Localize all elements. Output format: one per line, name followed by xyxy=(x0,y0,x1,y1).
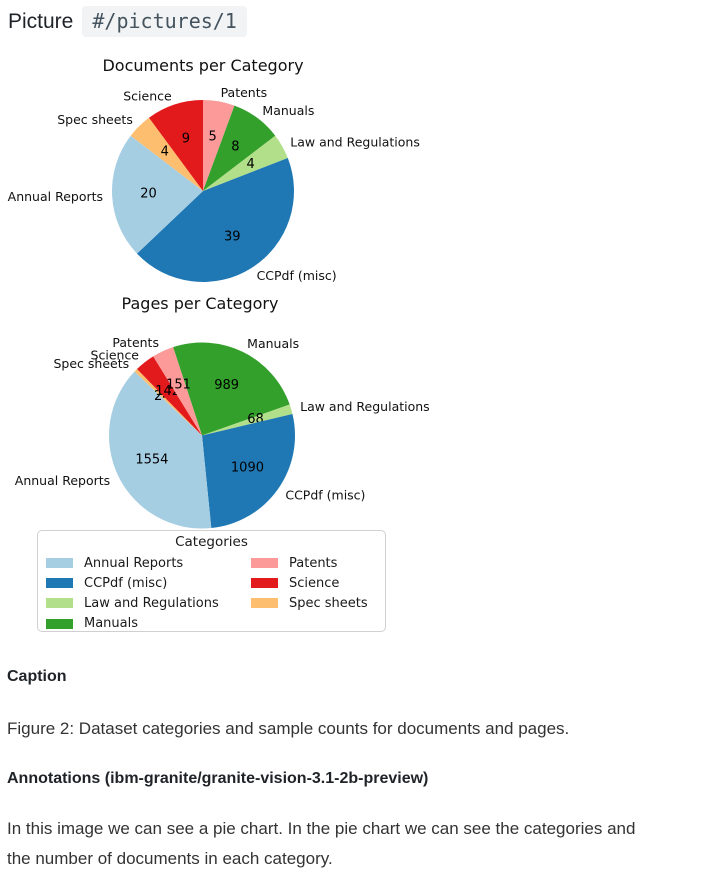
pie-value-patents: 151 xyxy=(166,377,191,392)
picture-path-chip: #/pictures/1 xyxy=(82,6,247,37)
pie-label-manuals: Manuals xyxy=(262,103,314,118)
pie-value-manuals: 8 xyxy=(231,140,239,155)
legend-item-science: Science xyxy=(251,573,385,593)
pie-label-law-and-regulations: Law and Regulations xyxy=(300,399,430,414)
legend-label-spec-sheets: Spec sheets xyxy=(289,595,368,611)
legend-label-annual-reports: Annual Reports xyxy=(84,555,184,571)
pie-wedge-spec-sheets xyxy=(130,117,203,191)
legend-column: Annual Reports CCPdf (misc) Law and Regula… xyxy=(46,553,251,634)
pie-wedge-science xyxy=(148,100,203,191)
legend-swatch-spec-sheets xyxy=(251,598,278,609)
legend-label-science: Science xyxy=(289,575,340,591)
pie-value-ccpdf-misc: 39 xyxy=(224,230,241,245)
pie-label-annual-reports: Annual Reports xyxy=(15,473,110,488)
legend-swatch-patents xyxy=(251,558,278,569)
caption-text: Figure 2: Dataset categories and sample … xyxy=(7,719,570,738)
pie-value-manuals: 989 xyxy=(214,378,239,393)
pie-wedge-law-and-regulations xyxy=(202,404,293,436)
pie-wedge-ccpdf-misc xyxy=(202,413,295,529)
pie-value-annual-reports: 20 xyxy=(140,186,157,201)
pie-label-law-and-regulations: Law and Regulations xyxy=(290,134,420,149)
legend-item-annual-reports: Annual Reports xyxy=(46,553,251,573)
legend-item-ccpdf-misc: CCPdf (misc) xyxy=(46,573,251,593)
pie-value-science: 9 xyxy=(182,132,190,147)
pie-label-spec-sheets: Spec sheets xyxy=(53,356,129,371)
page-header: Picture #/pictures/1 xyxy=(8,6,247,37)
page-title: Picture xyxy=(8,9,74,33)
pie-label-patents: Patents xyxy=(112,335,159,350)
legend-column: Patents Science Spec sheets xyxy=(251,553,385,634)
legend-label-manuals: Manuals xyxy=(84,616,139,632)
legend-swatch-manuals xyxy=(46,618,73,629)
pie-label-manuals: Manuals xyxy=(247,336,299,351)
legend-title: Categories xyxy=(175,534,248,550)
pie-label-patents: Patents xyxy=(221,85,268,100)
pie-label-spec-sheets: Spec sheets xyxy=(57,112,133,127)
pie-wedge-manuals xyxy=(203,105,276,191)
pie-wedge-spec-sheets xyxy=(134,368,202,436)
pie-value-patents: 5 xyxy=(208,130,216,145)
legend-swatch-law-and-regulations xyxy=(46,598,73,609)
pie-label-ccpdf-misc: CCPdf (misc) xyxy=(285,487,365,502)
documents-chart-title: Documents per Category xyxy=(102,56,304,75)
pie-label-annual-reports: Annual Reports xyxy=(8,189,103,204)
pie-wedge-science xyxy=(136,356,202,436)
pie-label-science: Science xyxy=(91,347,140,362)
documents-pie-chart: 5 Patents 8 Manuals 4 Law and Regulations 39 CC… xyxy=(8,85,420,283)
pie-wedge-law-and-regulations xyxy=(203,135,288,191)
chart-legend: Categories Annual Reports CCPdf (misc) Law… xyxy=(37,530,386,632)
legend-item-law-and-regulations: Law and Regulations xyxy=(46,593,251,613)
legend-label-ccpdf-misc: CCPdf (misc) xyxy=(84,575,168,591)
legend-swatch-annual-reports xyxy=(46,558,73,569)
pie-value-spec-sheets: 4 xyxy=(161,145,169,160)
legend-item-patents: Patents xyxy=(251,553,385,573)
legend-swatch-ccpdf-misc xyxy=(46,578,73,589)
pie-wedge-patents xyxy=(153,347,202,436)
legend-item-manuals: Manuals xyxy=(46,614,251,634)
legend-item-spec-sheets: Spec sheets xyxy=(251,593,385,613)
legend-columns: Annual Reports CCPdf (misc) Law and Regula… xyxy=(38,553,385,634)
pie-wedge-ccpdf-misc xyxy=(136,158,294,283)
legend-swatch-science xyxy=(251,578,278,589)
annotation-text-line-2: the number of documents in each category… xyxy=(7,849,333,868)
annotation-text-line-1: In this image we can see a pie chart. In… xyxy=(7,819,636,838)
legend-label-patents: Patents xyxy=(289,555,338,571)
pie-value-ccpdf-misc: 1090 xyxy=(231,460,264,475)
pie-value-annual-reports: 1554 xyxy=(135,453,168,468)
pie-wedge-annual-reports xyxy=(109,371,212,529)
legend-label-law-and-regulations: Law and Regulations xyxy=(84,595,219,611)
pie-wedge-manuals xyxy=(173,342,290,436)
pie-wedge-annual-reports xyxy=(111,135,203,254)
pages-chart-title: Pages per Category xyxy=(121,294,279,313)
annotations-heading: Annotations (ibm-granite/granite-vision-… xyxy=(7,770,429,787)
pie-value-law-and-regulations: 4 xyxy=(246,157,254,172)
caption-heading: Caption xyxy=(7,668,67,685)
pie-wedge-patents xyxy=(203,100,235,191)
pie-label-ccpdf-misc: CCPdf (misc) xyxy=(257,268,337,283)
pie-label-science: Science xyxy=(123,88,172,103)
